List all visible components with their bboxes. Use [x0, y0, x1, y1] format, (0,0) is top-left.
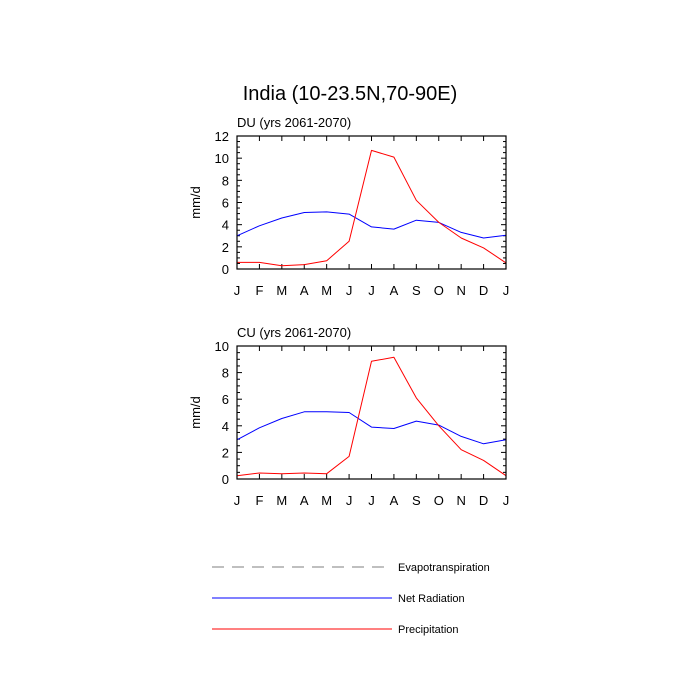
- legend-label-precipitation: Precipitation: [398, 624, 459, 636]
- x-tick-label: J: [234, 493, 241, 508]
- x-tick-label: M: [276, 283, 287, 298]
- plot-frame: [236, 135, 507, 270]
- y-tick-label: 8: [222, 173, 229, 188]
- y-tick-label: 10: [215, 151, 229, 166]
- x-tick-label: M: [321, 493, 332, 508]
- panel-title: DU (yrs 2061-2070): [237, 115, 351, 130]
- y-tick-label: 10: [215, 339, 229, 354]
- plot-frame: [236, 345, 507, 480]
- legend-label-evapotranspiration: Evapotranspiration: [398, 562, 490, 574]
- x-tick-label: S: [412, 283, 421, 298]
- y-axis-label: mm/d: [188, 186, 203, 219]
- y-axis-label: mm/d: [188, 396, 203, 429]
- x-tick-label: J: [346, 493, 353, 508]
- y-tick-label: 2: [222, 240, 229, 255]
- x-tick-label: N: [456, 283, 465, 298]
- x-tick-label: A: [390, 283, 399, 298]
- x-tick-label: J: [234, 283, 241, 298]
- series-line-net-radiation: [236, 211, 507, 239]
- x-tick-label: M: [321, 283, 332, 298]
- x-tick-label: D: [479, 493, 488, 508]
- y-tick-label: 0: [222, 472, 229, 487]
- x-tick-label: J: [368, 283, 375, 298]
- x-tick-label: J: [368, 493, 375, 508]
- y-tick-label: 4: [222, 218, 229, 233]
- x-tick-label: A: [300, 283, 309, 298]
- legend: Evapotranspiration Net Radiation Precipi…: [212, 562, 490, 636]
- series-line-precipitation: [236, 356, 507, 477]
- y-tick-label: 12: [215, 129, 229, 144]
- x-tick-label: O: [434, 283, 444, 298]
- x-tick-label: A: [390, 493, 399, 508]
- x-tick-label: M: [276, 493, 287, 508]
- y-tick-label: 6: [222, 392, 229, 407]
- x-tick-label: D: [479, 283, 488, 298]
- y-tick-label: 4: [222, 419, 229, 434]
- x-tick-label: J: [346, 283, 353, 298]
- y-tick-label: 6: [222, 196, 229, 211]
- y-tick-label: 2: [222, 445, 229, 460]
- x-tick-label: O: [434, 493, 444, 508]
- figure-title: India (10-23.5N,70-90E): [243, 83, 458, 105]
- x-tick-label: J: [503, 493, 510, 508]
- legend-label-net-radiation: Net Radiation: [398, 593, 465, 605]
- panel-title: CU (yrs 2061-2070): [237, 325, 351, 340]
- x-tick-label: S: [412, 493, 421, 508]
- series-line-net-radiation: [236, 411, 507, 445]
- x-tick-label: F: [255, 493, 263, 508]
- x-tick-label: A: [300, 493, 309, 508]
- x-tick-label: F: [255, 283, 263, 298]
- x-tick-label: J: [503, 283, 510, 298]
- x-tick-label: N: [456, 493, 465, 508]
- series-line-precipitation: [237, 149, 507, 267]
- y-tick-label: 0: [222, 262, 229, 277]
- y-tick-label: 8: [222, 366, 229, 381]
